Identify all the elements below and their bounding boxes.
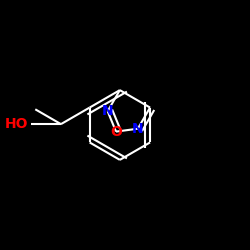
Text: N: N (102, 104, 114, 118)
Text: O: O (110, 124, 122, 138)
Text: HO: HO (5, 117, 28, 131)
Text: N: N (132, 122, 144, 136)
